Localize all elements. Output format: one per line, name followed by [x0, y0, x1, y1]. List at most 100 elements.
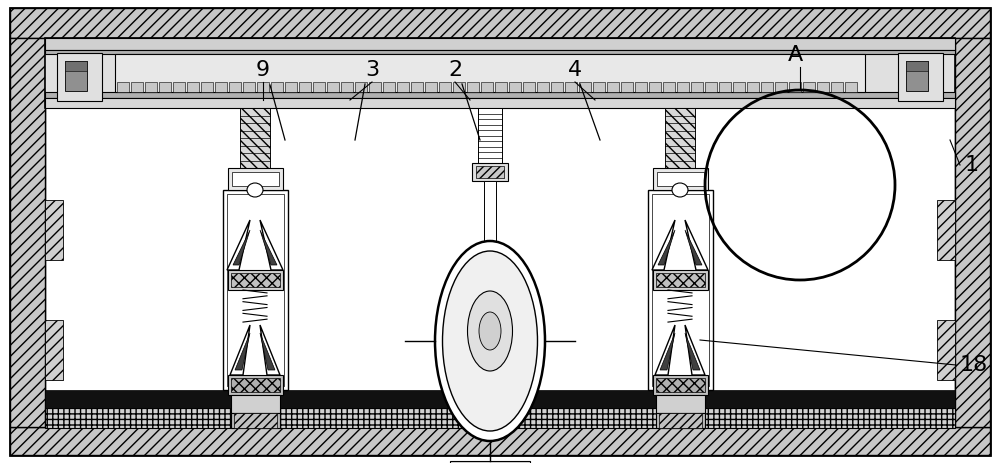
Bar	[761, 82, 773, 92]
Bar	[10, 38, 45, 427]
Polygon shape	[233, 230, 250, 265]
Bar	[803, 82, 815, 92]
Bar	[240, 108, 270, 168]
Bar	[45, 408, 955, 428]
Bar	[243, 82, 255, 92]
Bar	[65, 61, 87, 91]
Bar	[115, 54, 865, 92]
Bar	[652, 194, 709, 386]
Bar	[677, 82, 689, 92]
Bar	[369, 82, 381, 92]
Bar	[635, 82, 647, 92]
Ellipse shape	[435, 241, 545, 441]
Polygon shape	[652, 220, 675, 270]
Bar	[234, 413, 277, 428]
Bar	[355, 82, 367, 92]
Bar	[537, 82, 549, 92]
Bar	[45, 38, 955, 108]
Bar	[719, 82, 731, 92]
Bar	[257, 82, 269, 92]
Bar	[937, 200, 955, 260]
Bar	[509, 82, 521, 92]
Bar	[45, 92, 955, 98]
Bar	[817, 82, 829, 92]
Bar	[906, 61, 928, 71]
Bar	[665, 108, 695, 168]
Bar	[45, 320, 63, 380]
Bar	[906, 61, 928, 91]
Bar	[45, 390, 955, 408]
Bar	[621, 82, 633, 92]
Bar	[551, 82, 563, 92]
Bar	[845, 82, 857, 92]
Bar	[232, 172, 279, 186]
Bar	[495, 82, 507, 92]
Bar	[789, 82, 801, 92]
Text: 18: 18	[960, 355, 988, 375]
Bar	[45, 200, 63, 260]
Bar	[299, 82, 311, 92]
Bar	[223, 190, 288, 390]
Bar	[898, 53, 943, 101]
Bar	[45, 38, 955, 427]
Text: 9: 9	[256, 60, 270, 80]
Bar	[472, 163, 508, 181]
Bar	[649, 82, 661, 92]
Bar	[57, 53, 102, 101]
Bar	[227, 194, 284, 386]
Bar	[467, 82, 479, 92]
Bar	[831, 82, 843, 92]
Bar	[10, 8, 990, 38]
Polygon shape	[685, 325, 705, 375]
Bar	[131, 82, 143, 92]
Bar	[656, 395, 705, 413]
Ellipse shape	[468, 291, 512, 371]
Bar	[45, 50, 955, 54]
Bar	[145, 82, 157, 92]
Bar	[657, 172, 704, 186]
Polygon shape	[235, 333, 250, 370]
Bar	[659, 413, 702, 428]
Text: 1: 1	[965, 155, 979, 175]
Bar	[65, 61, 87, 71]
Bar	[663, 82, 675, 92]
Bar	[607, 82, 619, 92]
Bar	[425, 82, 437, 92]
Bar	[691, 82, 703, 92]
Bar	[478, 108, 502, 163]
Bar	[231, 395, 280, 413]
Bar	[228, 270, 283, 290]
Bar	[775, 82, 787, 92]
Bar	[656, 273, 705, 287]
Bar	[523, 82, 535, 92]
Bar	[747, 82, 759, 92]
Bar	[240, 108, 270, 168]
Polygon shape	[260, 333, 275, 370]
Bar	[565, 82, 577, 92]
Polygon shape	[685, 333, 700, 370]
Polygon shape	[260, 220, 283, 270]
Bar	[327, 82, 339, 92]
Bar	[476, 166, 504, 178]
Bar	[229, 82, 241, 92]
Bar	[228, 375, 283, 395]
Polygon shape	[658, 230, 675, 265]
Bar	[201, 82, 213, 92]
Polygon shape	[227, 220, 250, 270]
Bar	[439, 82, 451, 92]
Ellipse shape	[442, 251, 538, 431]
Polygon shape	[655, 325, 675, 375]
Bar	[10, 427, 990, 455]
Bar	[579, 82, 591, 92]
Bar	[653, 168, 708, 190]
Bar	[383, 82, 395, 92]
Bar	[648, 190, 713, 390]
Bar	[45, 38, 955, 50]
Text: 3: 3	[365, 60, 379, 80]
Bar	[397, 82, 409, 92]
Bar	[656, 413, 705, 428]
Bar	[411, 82, 423, 92]
Bar	[173, 82, 185, 92]
Bar	[955, 38, 990, 427]
Ellipse shape	[479, 312, 501, 350]
